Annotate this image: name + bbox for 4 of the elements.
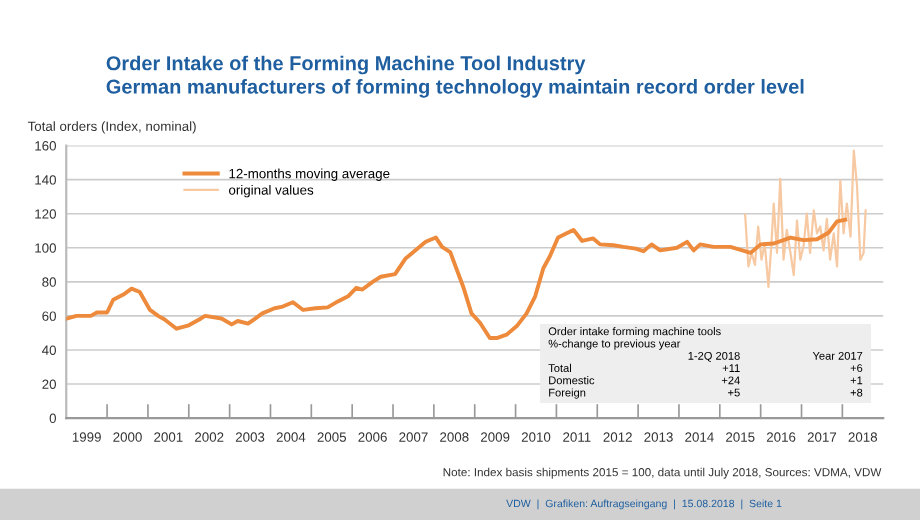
chart-title: Order Intake of the Forming Machine Tool Industry: [106, 55, 586, 75]
chart-subtitle: German manufacturers of forming technology maintain record order level: [106, 79, 804, 98]
line-series: [744, 149, 867, 289]
line-series: [66, 217, 848, 340]
